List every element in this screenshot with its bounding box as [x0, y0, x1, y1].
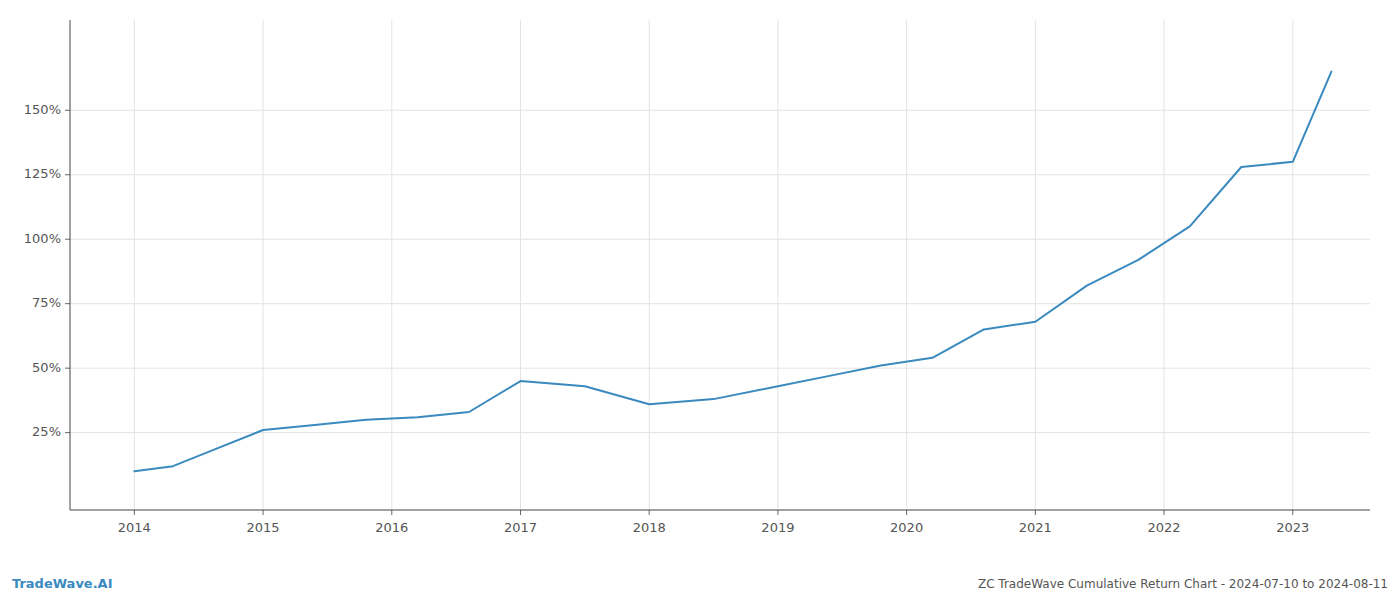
- x-tick-label: 2019: [761, 520, 794, 535]
- grid-line: [520, 20, 521, 510]
- background: [0, 0, 1400, 600]
- grid-line: [70, 303, 1370, 304]
- chart: 25% 50% 75% 100% 125% 150% 2014 2015 2016 2017 201…: [0, 0, 1400, 600]
- x-tick-label: 2018: [633, 520, 666, 535]
- grid-line: [70, 110, 1370, 111]
- tick-mark: [65, 368, 70, 369]
- tick-mark: [906, 510, 907, 515]
- tick-mark: [1292, 510, 1293, 515]
- x-tick-label: 2014: [118, 520, 151, 535]
- grid-line: [906, 20, 907, 510]
- data-line: [134, 72, 1331, 472]
- x-tick-label: 2023: [1276, 520, 1309, 535]
- tick-mark: [65, 110, 70, 111]
- y-tick-label: 125%: [24, 166, 61, 181]
- tick-mark: [649, 510, 650, 515]
- tick-mark: [777, 510, 778, 515]
- tick-mark: [65, 239, 70, 240]
- x-tick-label: 2021: [1019, 520, 1052, 535]
- y-axis-line: [70, 20, 71, 510]
- grid-line: [134, 20, 135, 510]
- grid-line: [263, 20, 264, 510]
- tick-mark: [1035, 510, 1036, 515]
- x-axis-line: [70, 510, 1370, 511]
- tick-mark: [1164, 510, 1165, 515]
- x-tick-label: 2015: [247, 520, 280, 535]
- x-tick-label: 2020: [890, 520, 923, 535]
- x-tick-label: 2016: [375, 520, 408, 535]
- x-tick-label: 2017: [504, 520, 537, 535]
- x-tick-label: 2022: [1148, 520, 1181, 535]
- grid-line: [649, 20, 650, 510]
- y-tick-label: 50%: [32, 360, 61, 375]
- grid-line: [1164, 20, 1165, 510]
- grid-line: [70, 174, 1370, 175]
- grid-line: [1035, 20, 1036, 510]
- grid-line: [70, 432, 1370, 433]
- title: ZC TradeWave Cumulative Return Chart - 2…: [978, 577, 1388, 591]
- tick-mark: [65, 432, 70, 433]
- axes: 25% 50% 75% 100% 125% 150% 2014 2015 2016 2017 201…: [24, 20, 1370, 535]
- tick-mark: [391, 510, 392, 515]
- tick-mark: [263, 510, 264, 515]
- grid-line: [70, 368, 1370, 369]
- grid-line: [70, 239, 1370, 240]
- grid-line: [1292, 20, 1293, 510]
- y-tick-label: 25%: [32, 424, 61, 439]
- y-tick-label: 75%: [32, 295, 61, 310]
- grid-line: [777, 20, 778, 510]
- grid-line: [391, 20, 392, 510]
- tick-mark: [65, 303, 70, 304]
- grid: [70, 20, 1370, 510]
- tick-mark: [134, 510, 135, 515]
- watermark: TradeWave.AI: [12, 576, 113, 591]
- y-tick-label: 150%: [24, 102, 61, 117]
- tick-mark: [520, 510, 521, 515]
- tick-mark: [65, 174, 70, 175]
- y-tick-label: 100%: [24, 231, 61, 246]
- plot-area: [134, 72, 1331, 472]
